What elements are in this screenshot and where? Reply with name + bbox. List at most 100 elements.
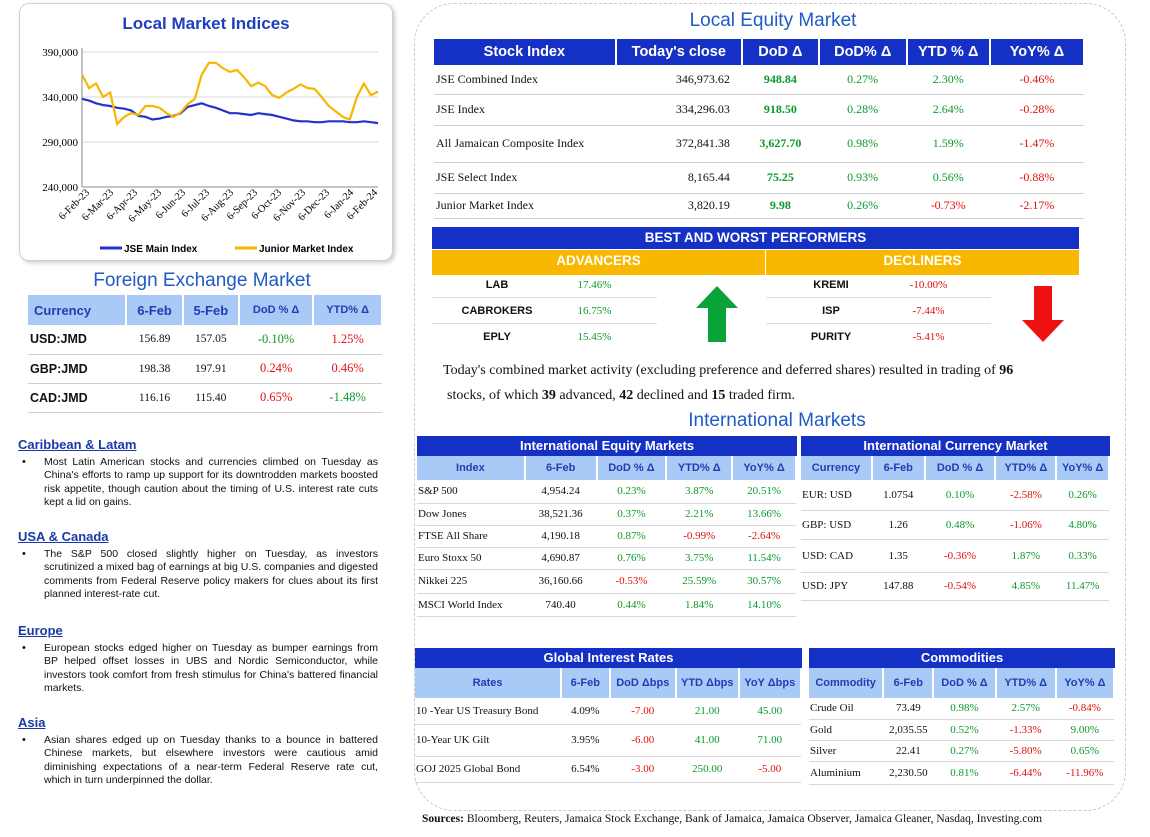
performer-row: EPLY 15.45% — [432, 328, 657, 350]
equity-dodp: 0.93% — [847, 170, 879, 184]
news-section-title: Europe — [18, 623, 63, 638]
y-tick-label: 290,000 — [42, 137, 78, 149]
currency-row: USD: JPY 147.88 -0.54% 4.85% 11.47% — [801, 572, 1109, 600]
y-tick-label: 240,000 — [42, 182, 78, 194]
commodities-value: 73.49 — [895, 702, 921, 715]
equity-ytd: 2.30% — [932, 71, 964, 86]
right-frame — [414, 3, 1126, 811]
rates-name: 10-Year UK Gilt — [416, 734, 490, 746]
performers-title: BEST AND WORST PERFORMERS — [432, 227, 1079, 249]
fx-dod: 0.24% — [259, 361, 293, 375]
equity-index-name: JSE Index — [436, 102, 485, 116]
equity-row: All Jamaican Composite Index 372,841.38 3,… — [434, 125, 1084, 162]
equity-header: YoY% Δ — [732, 456, 797, 480]
legend-label: Junior Market Index — [259, 244, 354, 255]
fx-currency: CAD:JMD — [30, 390, 88, 405]
equity-yoy: -2.64% — [748, 530, 781, 542]
advancers-header: ADVANCERS — [432, 250, 765, 275]
currency-yoy: 0.26% — [1068, 488, 1097, 501]
equity-value: 36,160.66 — [538, 575, 583, 587]
equity-row: JSE Combined Index 346,973.62 948.84 0.27% 2… — [434, 65, 1084, 94]
fx-header: 5-Feb — [182, 295, 240, 325]
commodities-yoy: -11.96% — [1066, 766, 1104, 779]
fx-row: CAD:JMD 116.16 115.40 0.65% -1.48% — [28, 383, 382, 412]
equity-name: Euro Stoxx 50 — [418, 552, 482, 564]
rates-ytd: 41.00 — [694, 734, 720, 746]
news-item: Caribbean & Latam Most Latin American sto… — [18, 437, 378, 509]
equity-row: Junior Market Index 3,820.19 9.98 0.26% -0.7… — [434, 193, 1084, 218]
equity-yoy: -0.88% — [1019, 170, 1055, 184]
equity-name: FTSE All Share — [418, 530, 488, 542]
rates-ytd: 250.00 — [692, 763, 723, 775]
equity-dod: 3,627.70 — [759, 136, 802, 150]
performer-row: PURITY -5.41% — [766, 328, 991, 350]
equity-ytd: 2.64% — [932, 102, 964, 116]
equity-row: Dow Jones 38,521.36 0.37% 2.21% 13.66% — [417, 503, 796, 525]
rates-name: GOJ 2025 Global Bond — [416, 763, 521, 775]
rates-title: Global Interest Rates — [415, 648, 802, 668]
commodities-name: Crude Oil — [810, 702, 854, 715]
performer-row: KREMI -10.00% — [766, 276, 991, 298]
performer-symbol: ISP — [822, 305, 840, 317]
fx-6feb: 156.89 — [138, 333, 171, 346]
sources-note: Sources: Bloomberg, Reuters, Jamaica Sto… — [422, 813, 1043, 825]
performer-row: ISP -7.44% — [766, 302, 991, 324]
intl-currency-title: International Currency Market — [801, 436, 1110, 456]
commodities-dod: 0.81% — [950, 766, 979, 779]
currency-header: DoD % Δ — [924, 456, 997, 480]
fx-header: Currency — [28, 295, 128, 325]
currency-value: 1.35 — [888, 549, 908, 562]
news-section-title: USA & Canada — [18, 529, 109, 544]
commodities-ytd: -6.44% — [1009, 766, 1042, 779]
equity-dodp: 0.27% — [847, 71, 879, 86]
equity-row: JSE Index 334,296.03 918.50 0.28% 2.64% -0.28… — [434, 94, 1084, 125]
equity-close: 346,973.62 — [675, 71, 730, 86]
rates-yoy: 45.00 — [757, 704, 783, 717]
commodities-yoy: 9.00% — [1070, 723, 1100, 736]
equity-dod: -0.53% — [615, 575, 648, 587]
legend-label: JSE Main Index — [124, 244, 198, 255]
fx-5feb: 115.40 — [195, 391, 227, 404]
equity-ytd: 3.87% — [685, 485, 714, 498]
fx-title: Foreign Exchange Market — [93, 270, 311, 291]
currency-header: YoY% Δ — [1056, 456, 1110, 480]
rates-dod: -3.00 — [631, 763, 655, 775]
y-tick-label: 340,000 — [42, 92, 78, 104]
rates-yoy: 71.00 — [757, 734, 783, 746]
equity-header: YoY% Δ — [989, 39, 1086, 65]
commodities-header: YoY% Δ — [1055, 668, 1116, 698]
intl-title: International Markets — [688, 410, 866, 431]
equity-yoy: -0.28% — [1019, 102, 1055, 116]
equity-close: 3,820.19 — [687, 198, 730, 212]
performer-row: CABROKERS 16.75% — [432, 302, 657, 324]
performer-value: -5.41% — [912, 331, 945, 343]
performer-symbol: EPLY — [483, 331, 511, 343]
equity-yoy: -1.47% — [1019, 136, 1055, 150]
equity-ytd: 1.84% — [685, 598, 714, 611]
chart-title: Local Market Indices — [122, 14, 290, 33]
equity-header: DoD% Δ — [818, 39, 908, 65]
equity-value: 4,190.18 — [541, 530, 580, 542]
equity-row: MSCI World Index 740.40 0.44% 1.84% 14.10% — [417, 593, 796, 616]
rates-ytd: 21.00 — [694, 704, 720, 717]
fx-currency: GBP:JMD — [30, 361, 88, 376]
currency-ytd: -2.58% — [1009, 488, 1042, 501]
decliners-header: DECLINERS — [766, 250, 1079, 275]
currency-value: 1.26 — [888, 518, 908, 531]
currency-dod: 0.10% — [945, 488, 975, 501]
equity-ytd: -0.99% — [683, 530, 716, 542]
currency-ytd: 1.87% — [1011, 549, 1041, 562]
commodities-value: 2,230.50 — [889, 766, 928, 779]
equity-dod: 0.76% — [617, 552, 646, 564]
equity-yoy: -2.17% — [1019, 198, 1055, 212]
equity-yoy: 30.57% — [747, 575, 782, 587]
equity-yoy: 11.54% — [747, 552, 781, 564]
currency-value: 1.0754 — [883, 488, 914, 501]
equity-yoy: -0.46% — [1019, 71, 1055, 86]
fx-6feb: 116.16 — [138, 391, 171, 404]
equity-yoy: 14.10% — [747, 598, 782, 611]
rates-dod: -7.00 — [631, 704, 655, 717]
news-item: Asia Asian shares edged up on Tuesday tha… — [18, 715, 378, 787]
commodities-value: 22.41 — [895, 744, 921, 757]
performer-symbol: LAB — [485, 279, 509, 291]
